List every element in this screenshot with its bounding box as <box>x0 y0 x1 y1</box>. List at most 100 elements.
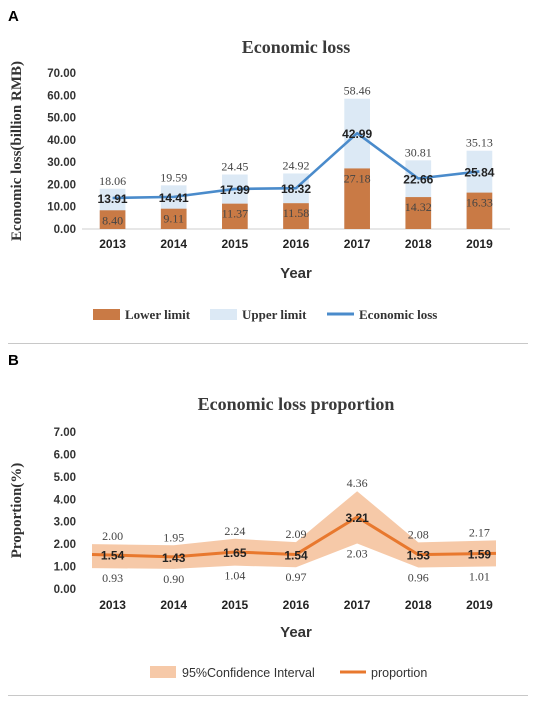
lower-limit-bar <box>405 197 432 229</box>
y-tick-label: 10.00 <box>47 202 76 214</box>
upper-bound-label: 4.36 <box>347 476 368 490</box>
x-axis-title: Year <box>280 265 312 282</box>
upper-limit-label: 35.13 <box>466 136 493 150</box>
lower-limit-bar <box>160 208 187 229</box>
x-tick-label: 2013 <box>99 237 126 251</box>
x-axis-title: Year <box>280 624 312 641</box>
panel-label-b: B <box>8 352 19 369</box>
y-tick-label: 0.00 <box>54 584 76 596</box>
legend-swatch-band <box>150 666 176 678</box>
upper-bound-label: 1.95 <box>163 530 184 544</box>
lower-bound-label: 0.97 <box>286 570 307 584</box>
x-tick-label: 2017 <box>344 237 371 251</box>
upper-bound-label: 2.00 <box>102 529 123 543</box>
lower-limit-label: 8.40 <box>102 213 123 227</box>
y-tick-label: 1.00 <box>54 562 76 574</box>
lower-bound-label: 0.96 <box>408 570 429 584</box>
panel-divider-bottom <box>8 695 528 696</box>
economic-loss-chart: Economic loss Economic loss(billion RMB) 0… <box>9 37 510 322</box>
upper-bound-label: 2.24 <box>224 524 245 538</box>
proportion-line <box>91 515 497 559</box>
y-tick-label: 6.00 <box>54 449 76 461</box>
y-tick-label: 40.00 <box>47 135 76 147</box>
y-tick-label: 0.00 <box>54 224 76 236</box>
lower-limit-label: 16.33 <box>466 196 493 210</box>
lower-limit-label: 11.58 <box>283 206 310 220</box>
x-tick-label: 2018 <box>405 237 432 251</box>
x-tick-label: 2014 <box>160 598 187 612</box>
lower-limit-bar <box>344 168 370 229</box>
lower-bound-label: 0.93 <box>102 571 123 585</box>
legend-label-line: proportion <box>371 666 427 680</box>
x-tick-label: 2018 <box>405 598 432 612</box>
x-tick-label: 2014 <box>160 237 187 251</box>
upper-limit-label: 24.45 <box>221 160 248 174</box>
lower-bound-label: 1.04 <box>224 569 245 583</box>
y-tick-label: 2.00 <box>54 539 76 551</box>
panel-label-a: A <box>8 8 19 25</box>
upper-limit-label: 24.92 <box>283 158 310 172</box>
y-axis-title: Economic loss(billion RMB) <box>9 61 25 241</box>
y-tick-label: 70.00 <box>47 68 76 80</box>
economic-loss-label: 42.99 <box>342 127 372 141</box>
economic-loss-label: 14.41 <box>159 191 189 205</box>
upper-limit-label: 19.59 <box>160 170 187 184</box>
y-axis-title: Proportion(%) <box>9 463 25 559</box>
proportion-label: 1.43 <box>162 551 186 565</box>
lower-limit-bar <box>99 210 126 229</box>
lower-bound-label: 2.03 <box>347 546 368 560</box>
economic-loss-line <box>112 131 480 200</box>
y-tick-label: 30.00 <box>47 157 76 169</box>
lower-bound-label: 1.01 <box>469 569 490 583</box>
y-tick-label: 5.00 <box>54 472 76 484</box>
y-tick-label: 4.00 <box>54 494 76 506</box>
economic-loss-label: 18.32 <box>281 182 311 196</box>
y-tick-label: 50.00 <box>47 113 76 125</box>
proportion-label: 1.53 <box>407 549 431 563</box>
lower-limit-bar <box>466 192 493 229</box>
x-tick-label: 2017 <box>344 598 371 612</box>
legend-label-lower: Lower limit <box>125 307 191 322</box>
proportion-label: 1.54 <box>284 548 308 562</box>
x-tick-label: 2019 <box>466 598 493 612</box>
legend-label-line: Economic loss <box>359 307 437 322</box>
lower-limit-label: 14.32 <box>405 200 432 214</box>
upper-limit-label: 18.06 <box>99 174 126 188</box>
economic-loss-label: 22.66 <box>403 173 433 187</box>
x-tick-label: 2016 <box>283 237 310 251</box>
chart-title: Economic loss proportion <box>198 394 395 414</box>
x-tick-label: 2013 <box>99 598 126 612</box>
legend-label-upper: Upper limit <box>242 307 307 322</box>
proportion-label: 3.21 <box>345 511 369 525</box>
lower-limit-label: 11.37 <box>222 207 249 221</box>
x-tick-label: 2015 <box>222 598 249 612</box>
lower-limit-bar <box>283 203 309 229</box>
x-tick-label: 2015 <box>222 237 249 251</box>
panel-divider-top <box>8 343 528 344</box>
chart-title: Economic loss <box>242 37 351 57</box>
upper-bound-label: 2.17 <box>469 525 490 539</box>
proportion-label: 1.54 <box>101 548 125 562</box>
y-tick-label: 3.00 <box>54 517 76 529</box>
y-tick-label: 7.00 <box>54 427 76 439</box>
upper-bound-label: 2.08 <box>408 527 429 541</box>
economic-loss-label: 13.91 <box>98 192 128 206</box>
economic-loss-label: 25.84 <box>464 165 494 179</box>
legend-swatch-upper <box>210 309 237 320</box>
upper-bound-label: 2.09 <box>286 527 307 541</box>
x-tick-label: 2016 <box>283 598 310 612</box>
y-tick-label: 20.00 <box>47 179 76 191</box>
proportion-label: 1.59 <box>468 547 492 561</box>
x-tick-label: 2019 <box>466 237 493 251</box>
legend-swatch-lower <box>93 309 120 320</box>
y-tick-label: 60.00 <box>47 90 76 102</box>
lower-limit-bar <box>222 203 248 229</box>
upper-limit-label: 30.81 <box>405 145 432 159</box>
lower-limit-label: 27.18 <box>344 171 371 185</box>
economic-loss-label: 17.99 <box>220 183 250 197</box>
upper-limit-label: 58.46 <box>344 84 371 98</box>
lower-bound-label: 0.90 <box>163 572 184 586</box>
proportion-label: 1.65 <box>223 546 247 560</box>
lower-limit-label: 9.11 <box>163 212 184 226</box>
